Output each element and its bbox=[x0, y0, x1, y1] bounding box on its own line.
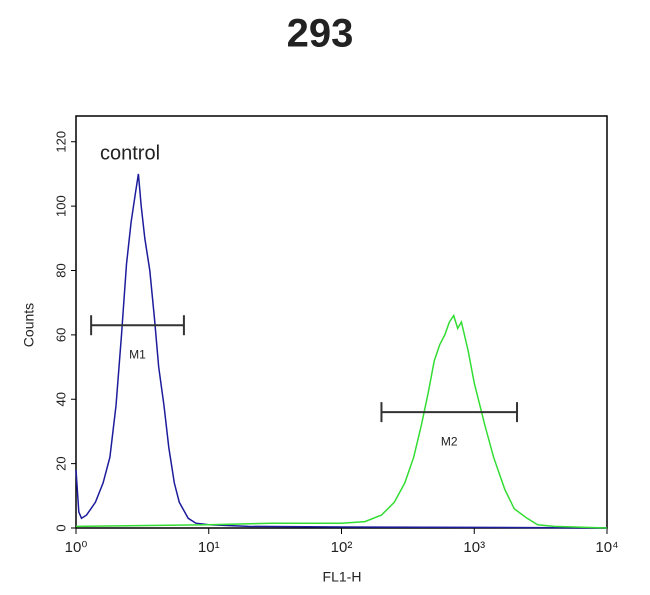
y-tick-label: 0 bbox=[53, 524, 68, 531]
y-tick-label: 20 bbox=[53, 456, 68, 470]
x-tick-label: 10⁰ bbox=[65, 539, 88, 556]
marker-label: M2 bbox=[441, 434, 458, 448]
y-axis-label: Counts bbox=[21, 303, 37, 347]
chart-title: 293 bbox=[287, 12, 354, 56]
x-tick-label: 10¹ bbox=[198, 539, 220, 556]
x-tick-label: 10² bbox=[331, 539, 353, 556]
plot-frame bbox=[75, 115, 608, 529]
histogram-line bbox=[75, 313, 608, 529]
x-axis-label: FL1-H bbox=[323, 569, 362, 585]
histogram-line bbox=[75, 173, 608, 529]
y-tick-label: 40 bbox=[53, 392, 68, 406]
y-tick-label: 60 bbox=[53, 328, 68, 342]
y-tick-label: 120 bbox=[53, 131, 68, 153]
annotation: control bbox=[100, 142, 160, 164]
y-tick-label: 80 bbox=[53, 263, 68, 277]
y-tick-label: 100 bbox=[53, 195, 68, 217]
x-tick-label: 10³ bbox=[463, 539, 485, 556]
marker-label: M1 bbox=[129, 347, 146, 361]
x-tick-label: 10⁴ bbox=[595, 539, 618, 556]
